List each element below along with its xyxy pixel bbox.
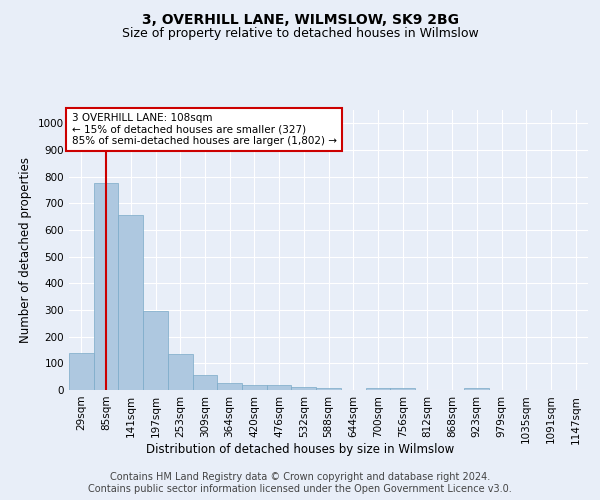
Bar (217, 382, 242, 390)
Bar (365, 388, 390, 390)
Bar (69, 352, 94, 390)
Bar (143, 312, 168, 390)
Bar (193, 375, 217, 390)
Bar (267, 385, 292, 390)
Bar (118, 216, 143, 390)
Text: 3 OVERHILL LANE: 108sqm
← 15% of detached houses are smaller (327)
85% of semi-d: 3 OVERHILL LANE: 108sqm ← 15% of detache… (71, 113, 337, 146)
Bar (464, 388, 489, 390)
Bar (390, 388, 415, 390)
Bar (292, 387, 316, 390)
Text: Distribution of detached houses by size in Wilmslow: Distribution of detached houses by size … (146, 442, 454, 456)
Bar (168, 354, 193, 390)
Text: 3, OVERHILL LANE, WILMSLOW, SK9 2BG: 3, OVERHILL LANE, WILMSLOW, SK9 2BG (142, 12, 458, 26)
Bar (94, 184, 118, 390)
Text: Contains HM Land Registry data © Crown copyright and database right 2024.
Contai: Contains HM Land Registry data © Crown c… (88, 472, 512, 494)
Bar (316, 388, 341, 390)
Text: Size of property relative to detached houses in Wilmslow: Size of property relative to detached ho… (122, 28, 478, 40)
Y-axis label: Number of detached properties: Number of detached properties (19, 157, 32, 343)
Bar (242, 385, 267, 390)
